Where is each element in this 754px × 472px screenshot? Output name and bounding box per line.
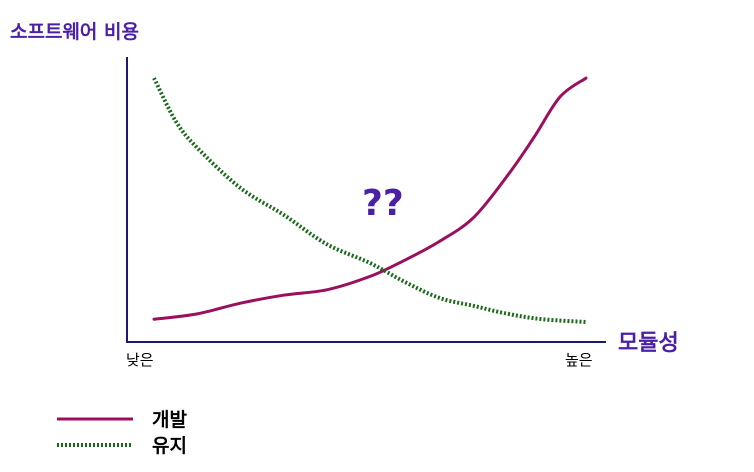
y-axis-title: 소프트웨어 비용 <box>10 21 139 43</box>
x-axis-title: 모듈성 <box>618 331 679 356</box>
series-layer <box>152 76 588 324</box>
x-tick-label-low: 낮은 <box>126 351 154 369</box>
question-marks-annotation: ?? <box>362 183 404 224</box>
series-line-maintenance <box>152 77 587 324</box>
series-line-development <box>152 76 588 321</box>
legend-label-development: 개발 <box>152 409 187 431</box>
x-tick-label-high: 높은 <box>565 351 593 369</box>
legend-label-maintenance: 유지 <box>152 435 187 457</box>
legend: 개발 유지 <box>57 409 187 457</box>
